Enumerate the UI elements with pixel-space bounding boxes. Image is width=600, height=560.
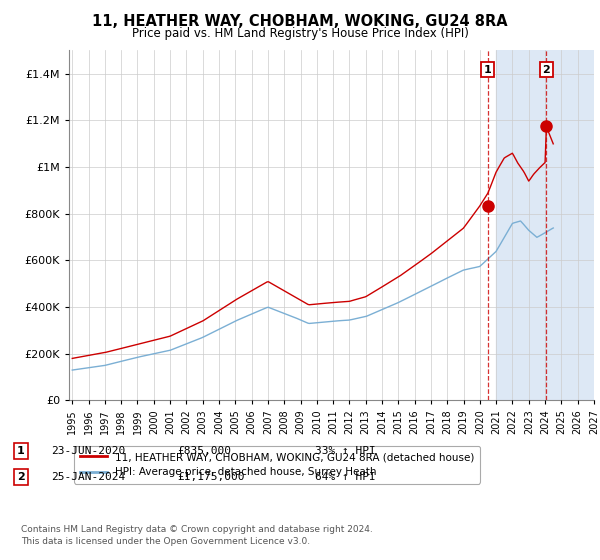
Text: 25-JAN-2024: 25-JAN-2024 [51, 472, 125, 482]
Text: 2: 2 [17, 472, 25, 482]
Text: 1: 1 [484, 64, 491, 74]
Text: £835,000: £835,000 [177, 446, 231, 456]
Text: £1,175,000: £1,175,000 [177, 472, 245, 482]
Text: 1: 1 [17, 446, 25, 456]
Text: 33% ↑ HPI: 33% ↑ HPI [315, 446, 376, 456]
Text: 11, HEATHER WAY, CHOBHAM, WOKING, GU24 8RA: 11, HEATHER WAY, CHOBHAM, WOKING, GU24 8… [92, 14, 508, 29]
Text: 64% ↑ HPI: 64% ↑ HPI [315, 472, 376, 482]
Text: Contains HM Land Registry data © Crown copyright and database right 2024.
This d: Contains HM Land Registry data © Crown c… [21, 525, 373, 546]
Text: 2: 2 [542, 64, 550, 74]
Text: Price paid vs. HM Land Registry's House Price Index (HPI): Price paid vs. HM Land Registry's House … [131, 27, 469, 40]
Legend: 11, HEATHER WAY, CHOBHAM, WOKING, GU24 8RA (detached house), HPI: Average price,: 11, HEATHER WAY, CHOBHAM, WOKING, GU24 8… [74, 446, 481, 484]
Text: 23-JUN-2020: 23-JUN-2020 [51, 446, 125, 456]
Bar [496, 50, 594, 400]
Bar [496, 50, 594, 400]
